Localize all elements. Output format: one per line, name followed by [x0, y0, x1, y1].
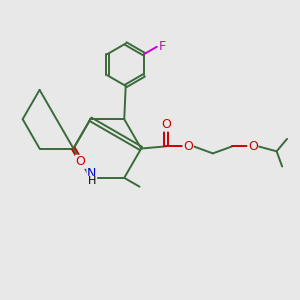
Text: F: F: [159, 40, 166, 53]
Text: O: O: [248, 140, 258, 153]
Text: H: H: [88, 176, 96, 186]
Text: O: O: [76, 155, 85, 168]
Text: O: O: [161, 118, 171, 131]
Text: O: O: [183, 140, 193, 153]
Text: N: N: [87, 167, 97, 180]
